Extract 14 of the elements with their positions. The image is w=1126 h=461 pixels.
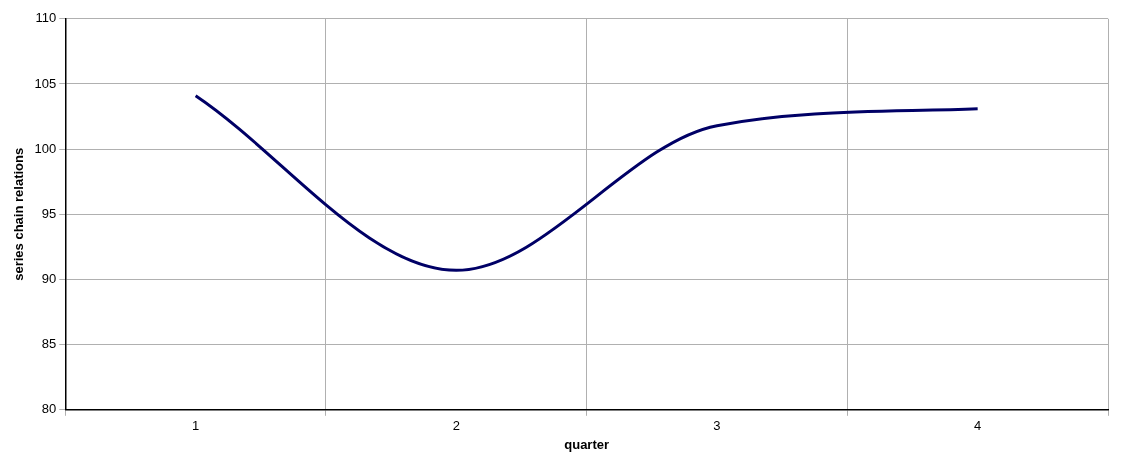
x-tick-label: 3 — [713, 418, 721, 434]
x-tick-label: 4 — [974, 418, 982, 434]
x-tick-label: 1 — [192, 418, 200, 434]
y-tick-label: 95 — [41, 205, 57, 221]
y-axis-title: series chain relations — [11, 147, 27, 281]
y-tick-label: 90 — [41, 271, 57, 287]
x-axis-title: quarter — [564, 436, 610, 452]
y-tick-label: 100 — [34, 140, 57, 156]
y-tick-label: 105 — [34, 75, 57, 91]
y-tick-label: 80 — [41, 401, 57, 417]
line-series — [194, 94, 980, 272]
x-tick-label: 2 — [452, 418, 460, 434]
y-tick-label: 110 — [35, 10, 57, 26]
y-tick-label: 85 — [41, 336, 57, 352]
